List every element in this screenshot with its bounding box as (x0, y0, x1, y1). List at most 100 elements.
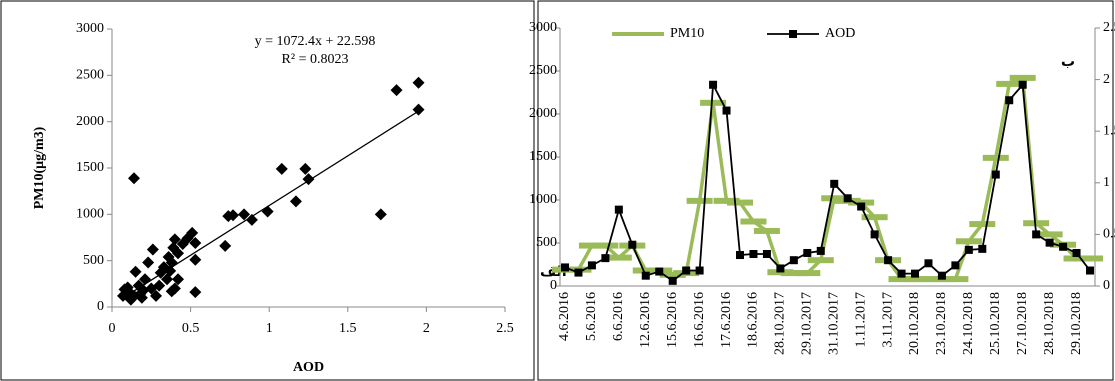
point (261, 205, 274, 218)
point (128, 172, 141, 185)
dash-marker (821, 195, 848, 202)
dash-marker (780, 270, 807, 277)
y-tick-label: 1000 (529, 192, 557, 207)
x-tick-label: 28.10.2017 (773, 292, 788, 355)
square-marker (776, 264, 785, 273)
dash-marker (740, 218, 767, 225)
x-tick-label: 0 (109, 321, 116, 336)
dash-marker (1009, 74, 1036, 81)
point (146, 243, 159, 256)
point (299, 162, 312, 175)
square-marker (991, 170, 1000, 179)
square-marker (830, 179, 839, 188)
square-marker (614, 205, 623, 214)
square-marker (574, 268, 583, 277)
dash-marker (807, 257, 834, 264)
dash-marker (713, 197, 740, 204)
y2-tick-label: 1.5 (1103, 123, 1115, 138)
x-tick-label: 16.6.2016 (692, 292, 707, 348)
x-tick-label: 15.6.2016 (665, 292, 680, 348)
point (390, 84, 403, 97)
square-marker (803, 248, 812, 257)
y-tick-label: 1000 (76, 207, 104, 222)
square-marker (641, 271, 650, 280)
x-tick-label: 6.6.2016 (611, 292, 626, 341)
point (374, 208, 387, 221)
dash-marker (996, 80, 1023, 87)
point (139, 273, 152, 286)
point (238, 208, 251, 221)
dash-marker (1077, 255, 1103, 262)
square-marker (857, 202, 866, 211)
point (189, 237, 202, 250)
dash-marker (753, 227, 780, 234)
dash-marker (686, 197, 713, 204)
square-marker (1032, 230, 1041, 239)
dash-marker (969, 221, 996, 228)
square-marker (1059, 242, 1068, 251)
point (150, 289, 163, 302)
square-marker (762, 250, 771, 259)
x-tick-label: 4.6.2016 (557, 292, 572, 341)
y-tick-label: 2000 (529, 106, 557, 121)
dash-marker (915, 276, 942, 283)
series-line (565, 75, 1090, 281)
y-tick-label: 0 (97, 299, 104, 314)
square-marker (1072, 248, 1081, 257)
point (412, 76, 425, 89)
square-marker (978, 244, 987, 253)
dash-marker (861, 214, 888, 221)
square-marker (911, 269, 919, 278)
y2-tick-label: 0 (1103, 278, 1110, 293)
x-tick-label: 29.10.2018 (1069, 292, 1084, 355)
point (129, 265, 142, 278)
x-tick-label: 29.10.2017 (800, 292, 815, 355)
dash-marker (982, 154, 1009, 161)
x-tick-label: 1.11.2017 (853, 292, 868, 347)
dash-marker (592, 242, 619, 249)
dash-marker (700, 99, 727, 106)
square-marker (587, 261, 596, 270)
x-tick-label: 2 (423, 321, 430, 336)
x-tick-label: 0.5 (182, 321, 200, 336)
square-marker (870, 230, 879, 239)
x-axis-label: AOD (293, 360, 324, 375)
dash-marker (902, 276, 928, 283)
square-marker (668, 276, 677, 285)
point (161, 273, 174, 286)
dash-marker (605, 254, 632, 261)
dash-marker (659, 271, 686, 278)
legend-label: PM10 (670, 26, 704, 41)
square-marker (695, 266, 704, 275)
point (222, 210, 235, 223)
square-marker (655, 267, 664, 276)
point (132, 279, 145, 292)
dash-marker (632, 267, 659, 274)
y-tick-label: 1500 (529, 149, 557, 164)
point (167, 241, 180, 254)
point (302, 173, 315, 186)
left-frame (0, 0, 535, 381)
y-tick-label: 2500 (76, 68, 104, 83)
x-tick-label: 20.10.2018 (907, 292, 922, 355)
x-tick-label: 28.10.2018 (1042, 292, 1057, 355)
point (168, 233, 181, 246)
square-marker (884, 256, 893, 265)
point (123, 286, 136, 299)
x-tick-label: 2.5 (496, 321, 514, 336)
x-tick-label: 25.10.2018 (988, 292, 1003, 355)
dash-marker (1036, 231, 1063, 238)
point (176, 237, 189, 250)
point (189, 253, 202, 266)
square-marker (628, 240, 637, 249)
square-marker (897, 269, 906, 278)
r-squared: R² = 0.8023 (282, 52, 349, 67)
point (162, 250, 175, 263)
x-tick-label: 3.11.2017 (880, 292, 895, 347)
square-marker (682, 266, 691, 275)
dash-marker (888, 276, 915, 283)
legend-marker (789, 30, 797, 38)
y-tick-label: 2000 (76, 114, 104, 129)
x-tick-label: 31.10.2017 (826, 292, 841, 355)
